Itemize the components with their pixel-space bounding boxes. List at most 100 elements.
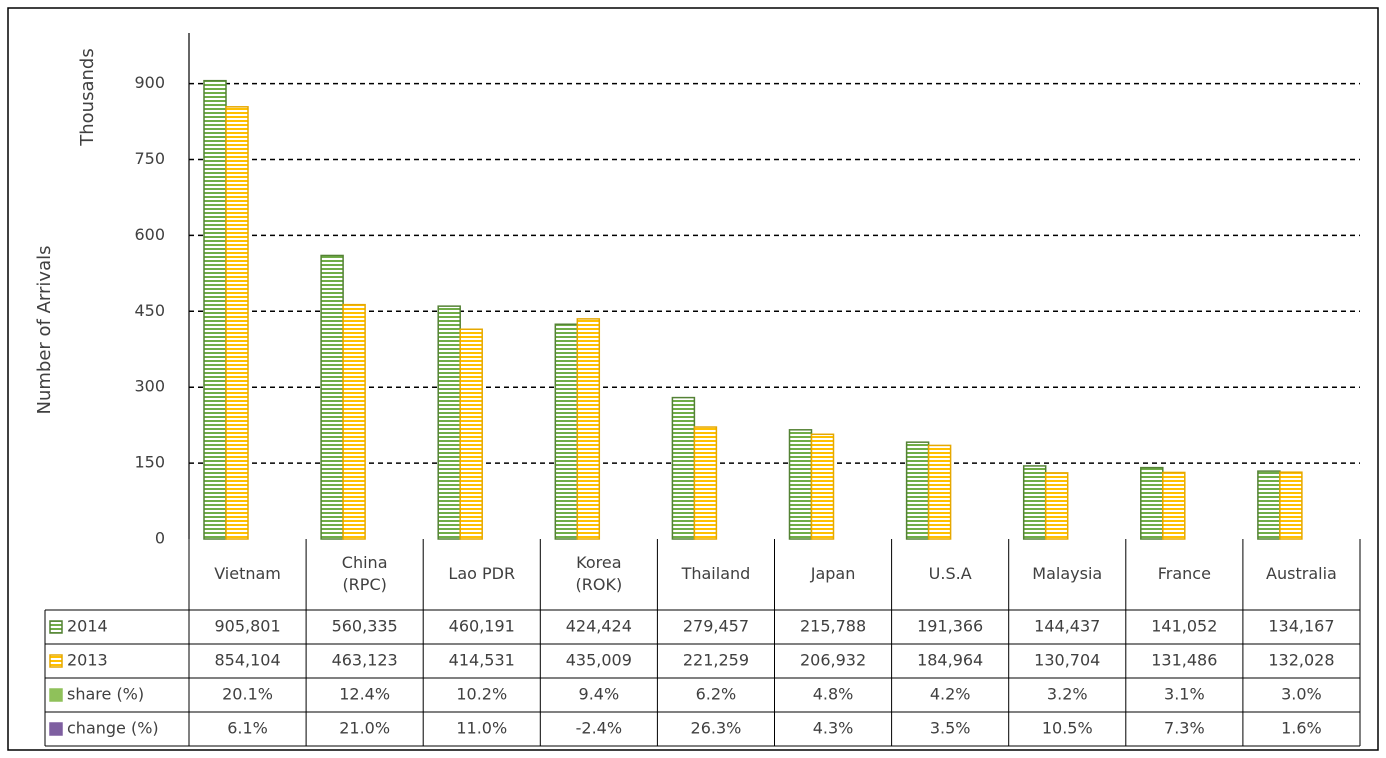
bar	[576, 318, 601, 540]
table-cell: 6.1%	[227, 719, 268, 738]
bar	[1022, 465, 1047, 540]
bar	[203, 79, 227, 540]
table-cell: 130,704	[1034, 651, 1100, 670]
table-cell: 460,191	[449, 617, 515, 636]
x-tick-label: Australia	[1266, 564, 1337, 583]
bar	[342, 303, 366, 540]
table-cell: -2.4%	[576, 719, 622, 738]
y-tick-label: 150	[134, 453, 165, 472]
x-tick-label: U.S.A	[929, 564, 972, 583]
bar	[459, 328, 483, 540]
bar	[1044, 472, 1069, 540]
x-tick-label-line: China	[342, 553, 388, 572]
y-tick-label: 750	[134, 149, 165, 168]
table-cell: 4.8%	[813, 685, 854, 704]
table-cell: 132,028	[1268, 651, 1334, 670]
x-tick-label-line: (ROK)	[576, 575, 623, 594]
bar	[671, 396, 696, 540]
bar	[437, 305, 461, 540]
bar	[320, 254, 344, 540]
x-tick-label: Malaysia	[1032, 564, 1102, 583]
table-cell: 144,437	[1034, 617, 1100, 636]
table-cell: 560,335	[332, 617, 398, 636]
x-tick-label: China (RPC)	[342, 553, 388, 594]
bar	[1279, 471, 1303, 540]
table-cell: 424,424	[566, 617, 632, 636]
x-tick-label: Vietnam	[214, 564, 281, 583]
table-cell: 26.3%	[691, 719, 742, 738]
table-cell: 3.5%	[930, 719, 971, 738]
bar	[225, 106, 249, 540]
bar	[788, 429, 813, 540]
x-tick-label-line: Lao PDR	[448, 564, 515, 583]
y-tick-label: 900	[134, 73, 165, 92]
bar	[905, 441, 930, 540]
y-tick-label: 450	[134, 301, 165, 320]
bar	[810, 433, 835, 540]
bar	[1140, 466, 1164, 540]
table-cell: 435,009	[566, 651, 632, 670]
legend-swatch	[49, 654, 63, 668]
y-unit-label: Thousands	[77, 48, 98, 146]
bar	[693, 426, 718, 540]
table-cell: 191,366	[917, 617, 983, 636]
table-cell: 221,259	[683, 651, 749, 670]
table-cell: 215,788	[800, 617, 866, 636]
table-cell: 3.1%	[1164, 685, 1205, 704]
bar	[1257, 470, 1281, 540]
legend-swatch	[49, 722, 63, 736]
table-cell: 131,486	[1151, 651, 1217, 670]
y-axis-title: Number of Arrivals	[34, 246, 55, 415]
table-cell: 905,801	[214, 617, 280, 636]
table-cell: 7.3%	[1164, 719, 1205, 738]
table-cell: 21.0%	[339, 719, 390, 738]
x-tick-label-line: Australia	[1266, 564, 1337, 583]
legend-label: change (%)	[67, 719, 159, 738]
table-cell: 10.5%	[1042, 719, 1093, 738]
table-cell: 206,932	[800, 651, 866, 670]
table-cell: 11.0%	[456, 719, 507, 738]
legend-swatch	[49, 620, 63, 634]
table-cell: 12.4%	[339, 685, 390, 704]
legend-label: share (%)	[67, 685, 144, 704]
table-cell: 1.6%	[1281, 719, 1322, 738]
table-cell: 3.2%	[1047, 685, 1088, 704]
table-cell: 184,964	[917, 651, 983, 670]
x-tick-label-line: Japan	[810, 564, 856, 583]
y-tick-label: 0	[155, 529, 165, 548]
bar	[927, 444, 952, 540]
table-cell: 414,531	[449, 651, 515, 670]
x-tick-label-line: France	[1158, 564, 1211, 583]
table-cell: 141,052	[1151, 617, 1217, 636]
y-tick-label: 300	[134, 377, 165, 396]
legend-swatch	[49, 688, 63, 702]
x-tick-label-line: (RPC)	[342, 575, 386, 594]
y-tick-label: 600	[134, 225, 165, 244]
legend-label: 2014	[67, 617, 108, 636]
table-cell: 9.4%	[579, 685, 620, 704]
table-cell: 279,457	[683, 617, 749, 636]
table-cell: 134,167	[1268, 617, 1334, 636]
x-tick-label-line: Vietnam	[214, 564, 281, 583]
x-tick-label: Korea (ROK)	[576, 553, 623, 594]
x-tick-label-line: Korea	[576, 553, 621, 572]
table-cell: 6.2%	[696, 685, 737, 704]
bar	[1162, 471, 1186, 540]
table-cell: 10.2%	[456, 685, 507, 704]
table-cell: 854,104	[214, 651, 280, 670]
table-cell: 463,123	[332, 651, 398, 670]
table-cell: 20.1%	[222, 685, 273, 704]
x-tick-label: Japan	[810, 564, 856, 583]
x-tick-label: Lao PDR	[448, 564, 515, 583]
bar	[554, 323, 579, 540]
table-cell: 4.2%	[930, 685, 971, 704]
x-tick-label-line: Malaysia	[1032, 564, 1102, 583]
x-tick-label: Thailand	[681, 564, 751, 583]
legend-label: 2013	[67, 651, 108, 670]
table-cell: 4.3%	[813, 719, 854, 738]
x-tick-label-line: Thailand	[681, 564, 751, 583]
x-tick-label-line: U.S.A	[929, 564, 972, 583]
table-cell: 3.0%	[1281, 685, 1322, 704]
x-tick-label: France	[1158, 564, 1211, 583]
